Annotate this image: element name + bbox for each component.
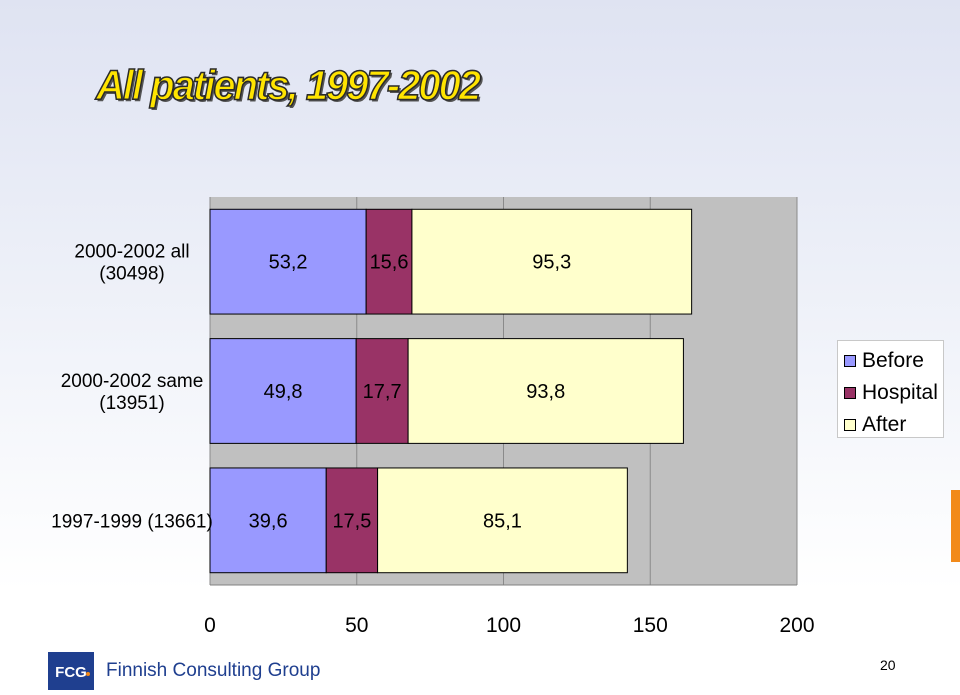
page-number: 20 xyxy=(880,657,896,673)
value-label-before: 39,6 xyxy=(249,510,288,532)
x-tick-label: 100 xyxy=(486,614,521,637)
bar-segment-after xyxy=(411,208,693,315)
bar-segment-hospital xyxy=(355,338,409,444)
legend-item-after: After xyxy=(844,409,943,441)
category-label: (30498) xyxy=(99,264,165,285)
legend-label-hospital: Hospital xyxy=(862,381,938,404)
legend-swatch-before xyxy=(844,355,856,367)
bar-segment-before xyxy=(209,208,367,315)
decorative-accent-strip xyxy=(951,490,960,562)
x-tick-label: 200 xyxy=(779,614,814,637)
value-label-hospital: 17,7 xyxy=(363,381,402,403)
value-label-after: 93,8 xyxy=(526,381,565,403)
x-tick-label: 150 xyxy=(633,614,668,637)
legend-swatch-hospital xyxy=(844,387,856,399)
slide-title: All patients, 1997-2002 xyxy=(95,62,482,110)
legend-label-before: Before xyxy=(862,349,924,372)
bar-segment-hospital xyxy=(365,208,413,315)
bar-segments xyxy=(209,208,693,574)
legend-label-after: After xyxy=(862,413,907,436)
value-label-hospital: 15,6 xyxy=(370,252,409,274)
value-label-after: 85,1 xyxy=(483,510,522,532)
value-label-before: 49,8 xyxy=(264,381,303,403)
category-label: (13951) xyxy=(99,393,165,414)
legend-swatch-after xyxy=(844,419,856,431)
x-axis-ticks: 0 50 100 150 200 xyxy=(204,614,814,637)
value-label-before: 53,2 xyxy=(269,252,308,274)
category-label: 1997-1999 (13661) xyxy=(51,511,213,532)
bar-segment-after xyxy=(407,338,684,444)
category-label: 2000-2002 all xyxy=(74,242,189,263)
value-labels: 53,2 15,6 95,3 49,8 17,7 93,8 39,6 17,5 85,1 xyxy=(249,252,572,533)
value-label-hospital: 17,5 xyxy=(332,510,371,532)
chart-legend: Before Hospital After xyxy=(837,340,944,438)
category-labels: 2000-2002 all(30498) 2000-2002 same(13951… xyxy=(51,242,213,533)
x-tick-label: 0 xyxy=(204,614,216,637)
bar-segment-before xyxy=(209,338,357,444)
category-label: 2000-2002 same xyxy=(61,371,204,392)
legend-item-hospital: Hospital xyxy=(844,377,943,409)
x-tick-label: 50 xyxy=(345,614,368,637)
legend-item-before: Before xyxy=(844,345,943,377)
logo-text: FCG xyxy=(55,664,87,681)
bar-segment-before xyxy=(209,467,327,574)
value-label-after: 95,3 xyxy=(532,252,571,274)
company-name: Finnish Consulting Group xyxy=(106,660,321,681)
fcg-logo: FCG xyxy=(48,652,94,690)
bar-segment-after xyxy=(377,467,628,574)
